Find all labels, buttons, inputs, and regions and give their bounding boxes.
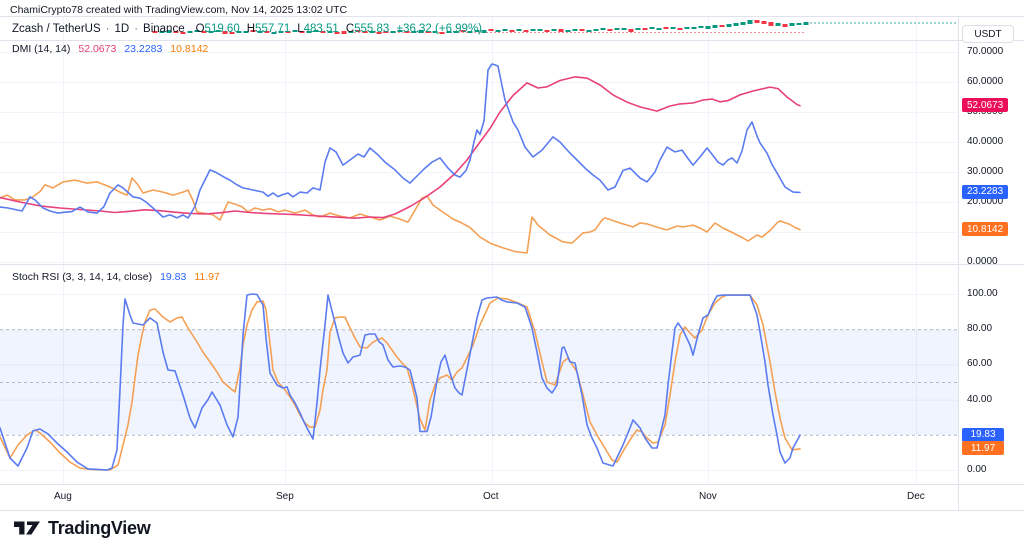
currency-button[interactable]: USDT: [962, 25, 1014, 43]
price-badge-dmi: 10.8142: [962, 222, 1009, 237]
tradingview-logo[interactable]: TradingView: [13, 518, 151, 539]
month-label: Dec: [907, 491, 925, 502]
dmi-axis-tick: 40.0000: [967, 136, 1004, 147]
tradingview-logo-icon: [13, 519, 41, 538]
stoch-rsi-legend: Stoch RSI (3, 3, 14, 14, close) 19.83 11…: [12, 271, 220, 283]
stoch-legend-title[interactable]: Stoch RSI (3, 3, 14, 14, close): [12, 271, 153, 283]
stoch-axis-tick: 100.00: [967, 288, 998, 299]
dmi-plus-di-value: 23.2283: [124, 43, 163, 55]
dmi-axis-tick: 0.0000: [967, 256, 998, 267]
ohlc-pair: L483.51: [297, 23, 339, 35]
stoch-d-value: 11.97: [194, 271, 220, 283]
dmi-axis-tick: 20.0000: [967, 196, 1004, 207]
change-value: +36.32 (+6.99%): [396, 23, 482, 35]
stoch-axis-tick: 60.00: [967, 358, 993, 370]
stoch-axis-tick: 40.00: [967, 393, 993, 405]
attribution-text: ChamiCrypto78 created with TradingView.c…: [10, 4, 348, 16]
dmi-legend: DMI (14, 14) 52.0673 23.2283 10.8142: [12, 43, 208, 55]
dmi-axis-tick: 30.0000: [967, 166, 1004, 177]
symbol-row: Zcash / TetherUS · 1D · Binance O519.60 H…: [12, 23, 482, 35]
stoch-axis-tick: 0.00: [967, 464, 987, 475]
dmi-legend-title[interactable]: DMI (14, 14): [12, 43, 71, 55]
separator-dot: ·: [134, 23, 139, 35]
month-label: Aug: [54, 491, 72, 502]
tradingview-logo-text: TradingView: [48, 518, 151, 538]
ohlc-pair: H557.71: [246, 23, 291, 35]
ohlc-values: O519.60 H557.71 L483.51 C555.83: [196, 23, 390, 35]
exchange-label: Binance: [143, 23, 185, 35]
stoch-axis-tick: 80.00: [967, 323, 993, 335]
price-badge-stoch: 19.83: [962, 427, 1004, 442]
ohlc-pair: O519.60: [195, 23, 240, 35]
dmi-minus-di-value: 10.8142: [170, 43, 209, 55]
interval-label[interactable]: 1D: [114, 23, 130, 35]
ohlc-pair: C555.83: [345, 23, 390, 35]
stoch-k-value: 19.83: [160, 271, 187, 283]
dmi-adx-value: 52.0673: [78, 43, 117, 55]
month-label: Nov: [699, 491, 717, 502]
symbol-title[interactable]: Zcash / TetherUS: [12, 23, 101, 35]
month-label: Sep: [276, 491, 294, 502]
price-badge-stoch: 11.97: [962, 441, 1004, 456]
price-badge-dmi: 52.0673: [962, 98, 1009, 113]
month-label: Oct: [483, 491, 499, 502]
dmi-axis-tick: 60.0000: [967, 76, 1004, 87]
price-badge-dmi: 23.2283: [962, 184, 1009, 199]
dmi-axis-tick: 70.0000: [967, 46, 1004, 57]
separator-dot: ·: [105, 23, 110, 35]
